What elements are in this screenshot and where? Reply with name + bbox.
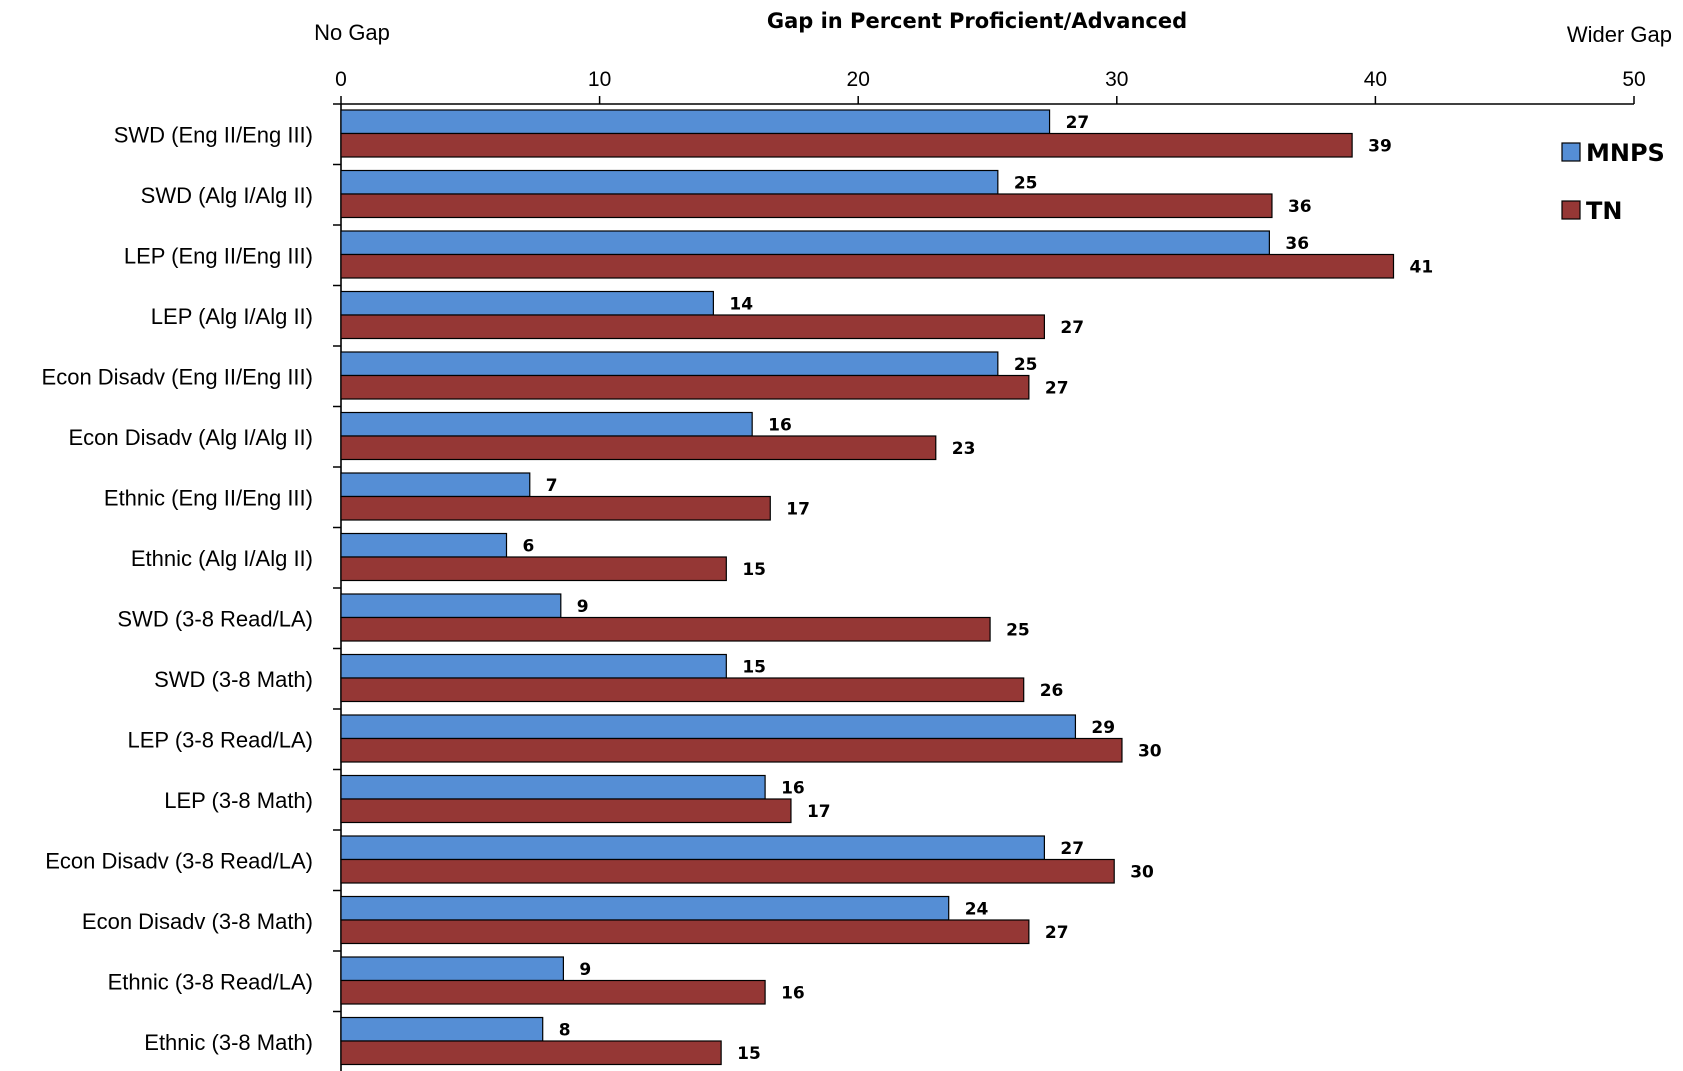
bar-tn (340, 253, 1395, 279)
bar-tn (340, 1040, 722, 1066)
category-label: LEP (3-8 Math) (164, 788, 313, 813)
data-label: 6 (523, 536, 535, 556)
bar-mnps (340, 290, 714, 316)
no-gap-label: No Gap (314, 20, 390, 45)
bar-tn (340, 798, 792, 824)
data-label: 30 (1130, 862, 1154, 882)
bar-tn (340, 374, 1030, 400)
data-label: 16 (781, 778, 805, 798)
bar-tn (340, 132, 1353, 158)
data-label: 27 (1060, 839, 1084, 859)
category-label: Econ Disadv (Eng II/Eng III) (42, 364, 313, 389)
data-label: 15 (742, 657, 766, 677)
data-label: 27 (1045, 923, 1069, 943)
data-label: 25 (1014, 355, 1038, 375)
data-label: 30 (1138, 741, 1162, 761)
data-label: 17 (807, 802, 831, 822)
data-label: 16 (781, 983, 805, 1003)
bar-mnps (340, 956, 564, 982)
bar-tn (340, 495, 771, 521)
category-label: LEP (Eng II/Eng III) (124, 243, 313, 268)
bar-mnps (340, 774, 766, 800)
bar-mnps (340, 532, 508, 558)
data-label: 8 (559, 1020, 571, 1040)
data-label: 15 (737, 1044, 761, 1064)
data-label: 25 (1014, 173, 1038, 193)
data-label: 9 (577, 597, 589, 617)
bar-tn (340, 193, 1273, 219)
x-tick-label: 40 (1364, 68, 1387, 91)
category-label: Ethnic (Eng II/Eng III) (104, 485, 313, 510)
bar-tn (340, 616, 991, 642)
bar-mnps (340, 1016, 544, 1042)
data-label: 17 (786, 499, 810, 519)
data-label: 24 (965, 899, 989, 919)
x-tick-label: 30 (1105, 68, 1128, 91)
bar-mnps (340, 593, 562, 619)
data-label: 27 (1060, 318, 1084, 338)
bars-group: 27 39 25 36 36 41 14 27 25 27 16 23 7 17 6 15 9 25 15 26 29 3… (340, 109, 1434, 1066)
bar-mnps (340, 835, 1045, 861)
data-label: 23 (952, 439, 976, 459)
bar-tn (340, 979, 766, 1005)
data-label: 25 (1006, 620, 1030, 640)
legend: MNPS TN (1561, 139, 1665, 225)
category-label: SWD (3-8 Math) (154, 667, 313, 692)
legend-label-mnps: MNPS (1586, 139, 1665, 167)
x-tick-label: 20 (847, 68, 870, 91)
category-label: Econ Disadv (3-8 Math) (82, 909, 313, 934)
bar-tn (340, 677, 1025, 703)
bar-mnps (340, 109, 1051, 135)
category-label: SWD (3-8 Read/LA) (117, 606, 313, 631)
bar-tn (340, 858, 1115, 884)
category-label: SWD (Eng II/Eng III) (114, 122, 313, 147)
category-labels: SWD (Eng II/Eng III) SWD (Alg I/Alg II) LE… (42, 122, 313, 1055)
bar-mnps (340, 230, 1270, 256)
legend-label-tn: TN (1586, 197, 1622, 225)
data-label: 29 (1091, 718, 1115, 738)
bar-mnps (340, 351, 999, 377)
bar-mnps (340, 714, 1077, 740)
data-label: 14 (729, 294, 753, 314)
x-tick-label: 0 (335, 68, 347, 91)
bar-tn (340, 919, 1030, 945)
data-label: 27 (1066, 113, 1090, 133)
category-label: Econ Disadv (3-8 Read/LA) (45, 848, 313, 873)
data-label: 15 (742, 560, 766, 580)
category-label: LEP (Alg I/Alg II) (151, 304, 313, 329)
category-label: SWD (Alg I/Alg II) (141, 183, 313, 208)
data-label: 7 (546, 476, 558, 496)
bar-mnps (340, 653, 727, 679)
x-tick-label: 50 (1622, 68, 1645, 91)
bar-tn (340, 314, 1045, 340)
bar-mnps (340, 895, 950, 921)
category-label: Econ Disadv (Alg I/Alg II) (68, 425, 313, 450)
data-label: 36 (1285, 234, 1309, 254)
bar-tn (340, 435, 937, 461)
category-label: Ethnic (3-8 Read/LA) (108, 969, 313, 994)
category-label: Ethnic (Alg I/Alg II) (131, 546, 313, 571)
wider-gap-label: Wider Gap (1567, 22, 1672, 47)
data-label: 36 (1288, 197, 1312, 217)
bar-tn (340, 737, 1123, 763)
data-label: 26 (1040, 681, 1064, 701)
data-label: 9 (579, 960, 591, 980)
bar-tn (340, 556, 727, 582)
bar-mnps (340, 169, 999, 195)
legend-swatch-tn (1561, 200, 1581, 220)
axis-title: Gap in Percent Proficient/Advanced (767, 9, 1187, 33)
bar-mnps (340, 411, 753, 437)
data-label: 41 (1410, 257, 1434, 277)
data-label: 39 (1368, 136, 1392, 156)
category-label: LEP (3-8 Read/LA) (128, 727, 313, 752)
legend-swatch-mnps (1561, 142, 1581, 162)
category-label: Ethnic (3-8 Math) (144, 1030, 313, 1055)
data-label: 16 (768, 415, 792, 435)
data-label: 27 (1045, 378, 1069, 398)
x-tick-label: 10 (588, 68, 611, 91)
bar-mnps (340, 472, 531, 498)
